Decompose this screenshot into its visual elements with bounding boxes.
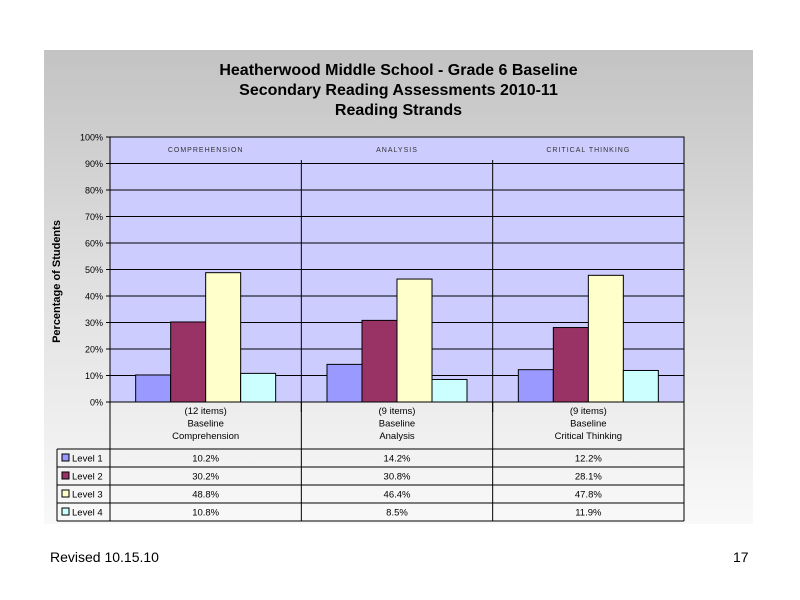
legend-swatch bbox=[61, 453, 70, 462]
y-tick-label: 40% bbox=[85, 292, 103, 302]
category-label: (9 items) bbox=[570, 406, 607, 417]
category-label: Analysis bbox=[379, 431, 415, 442]
y-tick-label: 10% bbox=[85, 371, 103, 381]
category-label: (9 items) bbox=[379, 406, 416, 417]
category-label: Baseline bbox=[187, 419, 223, 430]
legend-label: Level 1 bbox=[72, 454, 103, 465]
bar-level-1 bbox=[326, 363, 363, 403]
chart-title-line-3: Reading Strands bbox=[334, 102, 463, 119]
y-tick-label: 90% bbox=[85, 159, 103, 169]
data-table-value: 10.8% bbox=[192, 508, 219, 519]
bar-level-1 bbox=[135, 374, 172, 403]
bar-level-4 bbox=[622, 369, 659, 403]
data-table-value: 46.4% bbox=[384, 490, 411, 501]
legend-swatch bbox=[61, 489, 70, 498]
bar-level-2 bbox=[361, 319, 398, 403]
category-label: (12 items) bbox=[185, 406, 227, 417]
bar-level-4 bbox=[431, 378, 468, 403]
y-tick-label: 100% bbox=[80, 133, 103, 143]
data-table-value: 12.2% bbox=[575, 454, 602, 465]
strand-header: ANALYSIS bbox=[376, 147, 418, 154]
legend-label: Level 2 bbox=[72, 472, 103, 483]
legend-swatch bbox=[61, 507, 70, 516]
category-label: Baseline bbox=[570, 419, 606, 430]
data-table-value: 10.2% bbox=[192, 454, 219, 465]
y-tick-label: 50% bbox=[85, 265, 103, 275]
y-tick-label: 70% bbox=[85, 212, 103, 222]
data-table-value: 14.2% bbox=[384, 454, 411, 465]
category-label: Baseline bbox=[379, 419, 415, 430]
y-tick-label: 60% bbox=[85, 239, 103, 249]
legend-swatch bbox=[61, 471, 70, 480]
bar-level-4 bbox=[240, 372, 277, 403]
data-table-value: 28.1% bbox=[575, 472, 602, 483]
category-label: Comprehension bbox=[172, 431, 239, 442]
y-axis-label: Percentage of Students bbox=[51, 220, 63, 343]
bar-level-3 bbox=[396, 278, 433, 403]
bar-level-1 bbox=[517, 369, 554, 403]
y-tick-label: 80% bbox=[85, 186, 103, 196]
category-label: Critical Thinking bbox=[555, 431, 622, 442]
data-table-value: 8.5% bbox=[386, 508, 408, 519]
strand-header: CRITICAL THINKING bbox=[546, 147, 630, 154]
data-table-value: 11.9% bbox=[575, 508, 602, 519]
revised-date: Revised 10.15.10 bbox=[50, 549, 159, 565]
chart-title-line-1: Heatherwood Middle School - Grade 6 Base… bbox=[219, 62, 578, 79]
bar-level-2 bbox=[170, 321, 207, 403]
data-table-value: 47.8% bbox=[575, 490, 602, 501]
chart-title-line-2: Secondary Reading Assessments 2010-11 bbox=[239, 82, 558, 99]
strand-header: COMPREHENSION bbox=[168, 147, 244, 154]
bar-level-3 bbox=[587, 274, 624, 403]
bar-level-3 bbox=[205, 272, 242, 403]
legend-label: Level 3 bbox=[72, 490, 103, 501]
y-tick-label: 30% bbox=[85, 318, 103, 328]
data-table-value: 30.2% bbox=[192, 472, 219, 483]
bar-level-2 bbox=[552, 327, 589, 403]
data-table-value: 30.8% bbox=[384, 472, 411, 483]
page-number: 17 bbox=[733, 549, 749, 565]
y-tick-label: 0% bbox=[90, 398, 103, 408]
y-tick-label: 20% bbox=[85, 345, 103, 355]
data-table-value: 48.8% bbox=[192, 490, 219, 501]
legend-label: Level 4 bbox=[72, 508, 103, 519]
